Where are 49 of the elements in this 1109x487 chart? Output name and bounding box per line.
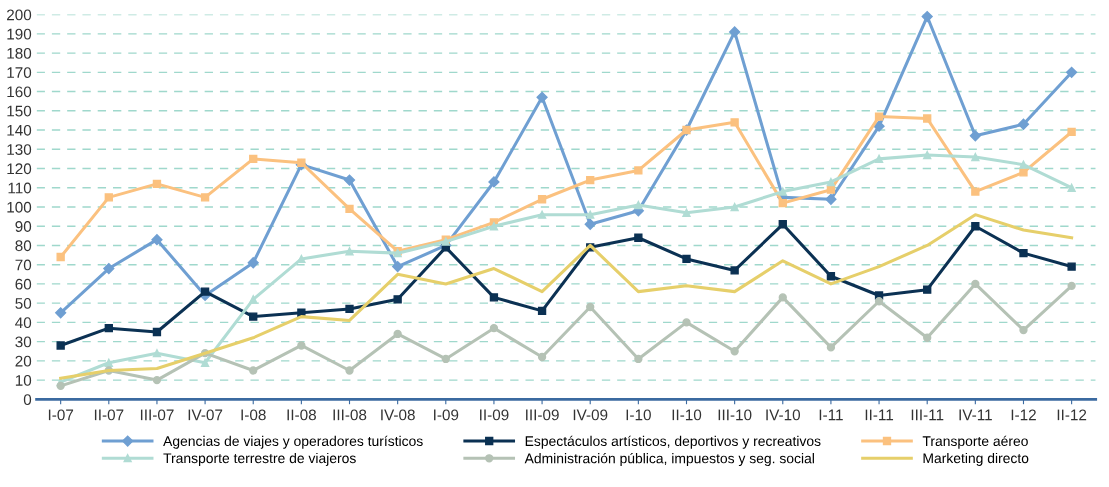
x-tick-label: I-07 <box>48 409 74 421</box>
x-tick-label: IV-08 <box>381 409 415 421</box>
y-tick-label: 110 <box>8 182 32 194</box>
x-tick-label: II-12 <box>1057 409 1087 421</box>
x-tick-label: III-08 <box>333 409 367 421</box>
legend-label: Espectáculos artísticos, deportivos y recreativos <box>525 435 821 449</box>
y-tick-label: 130 <box>7 144 32 155</box>
y-tick-label: 30 <box>15 336 32 348</box>
y-tick-label: 120 <box>7 163 32 175</box>
x-tick-label: III-09 <box>526 409 559 421</box>
x-tick-label: I-08 <box>241 409 266 421</box>
x-tick-label: III-07 <box>140 409 174 421</box>
y-tick-label: 60 <box>15 278 32 290</box>
x-tick-label: II-10 <box>672 409 702 421</box>
y-tick-label: 0 <box>23 394 32 406</box>
legend-label: Agencias de viajes y operadores turísticos <box>163 435 423 449</box>
x-tick-label: IV-09 <box>573 409 608 421</box>
x-tick-label: I-11 <box>819 409 843 421</box>
x-tick-label: II-11 <box>865 409 894 421</box>
y-tick-label: 50 <box>15 298 32 309</box>
x-tick-label: I-12 <box>1011 409 1036 421</box>
y-tick-label: 180 <box>7 47 32 59</box>
x-tick-label: I-10 <box>626 409 651 421</box>
x-tick-label: III-10 <box>718 409 752 421</box>
x-tick-label: IV-11 <box>959 409 992 421</box>
y-tick-label: 150 <box>7 105 32 117</box>
x-tick-label: III-11 <box>911 409 944 421</box>
legend-label: Transporte terrestre de viajeros <box>163 452 356 466</box>
legend-label: Marketing directo <box>923 452 1029 466</box>
x-tick-label: I-09 <box>434 409 459 421</box>
x-tick-label: II-07 <box>94 409 124 421</box>
y-tick-label: 200 <box>7 9 32 21</box>
y-tick-label: 10 <box>15 374 32 386</box>
y-tick-label: 140 <box>7 124 32 136</box>
y-tick-label: 40 <box>15 317 32 329</box>
x-tick-label: II-09 <box>480 409 509 421</box>
x-tick-label: II-08 <box>287 409 316 421</box>
y-tick-label: 90 <box>15 221 32 232</box>
legend-label: Transporte aéreo <box>922 435 1028 449</box>
y-tick-label: 80 <box>15 240 32 252</box>
y-tick-label: 160 <box>7 86 32 98</box>
x-tick-label: IV-10 <box>766 409 801 421</box>
y-tick-label: 170 <box>7 67 32 79</box>
y-tick-label: 20 <box>15 355 32 367</box>
y-tick-label: 100 <box>7 201 32 213</box>
x-tick-label: IV-07 <box>188 409 223 421</box>
legend-label: Administración pública, impuestos y seg. social <box>524 452 814 467</box>
y-tick-label: 70 <box>15 259 32 271</box>
y-tick-label: 190 <box>7 28 32 40</box>
